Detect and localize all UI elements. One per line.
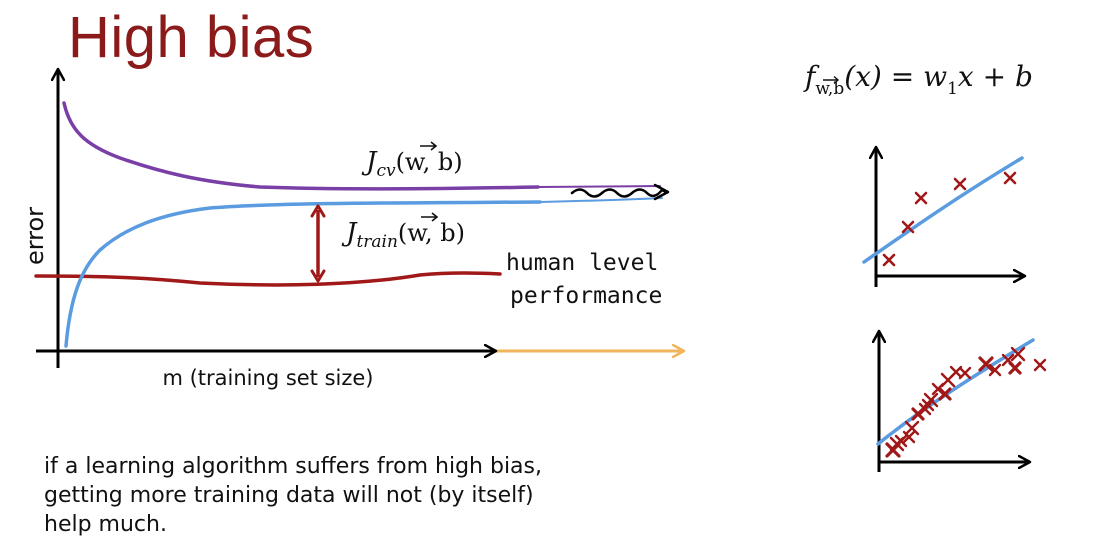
caption-line-3: help much. [44, 512, 167, 537]
human-level-label-line2: performance [510, 283, 662, 309]
y-axis-label: error [21, 207, 49, 265]
x-axis-label: m (training set size) [162, 366, 373, 390]
scatter-point-marker [958, 366, 972, 380]
model-formula: fw,b(x) = w1x + b [803, 60, 1033, 99]
scatter-point-marker [938, 387, 952, 401]
scatter-point-marker [978, 356, 994, 372]
scatter-point-marker [914, 191, 928, 205]
scatter-point-marker [882, 253, 896, 267]
scatter-point-marker [1003, 171, 1017, 185]
vector-arrow-over-w [421, 212, 439, 222]
slide-title: High bias [68, 5, 315, 70]
svg-text:Jcv(w, b): Jcv(w, b) [361, 147, 463, 181]
svg-text:Jtrain(w, b): Jtrain(w, b) [341, 218, 465, 252]
scatter-large-points [885, 346, 1047, 458]
caption-line-1: if a learning algorithm suffers from hig… [44, 454, 542, 479]
scatter-large-fit-line [876, 338, 1035, 446]
squiggle-arrowhead [653, 183, 670, 201]
scatter-point-marker [1008, 361, 1022, 375]
human-level-performance-curve [34, 271, 502, 287]
scatter-point-marker [1010, 346, 1026, 362]
scatter-small-fit-line [862, 156, 1024, 264]
jcv-curve-extension [537, 185, 661, 188]
jtrain-label: Jtrain(w, b) [341, 212, 465, 252]
scatter-point-marker [953, 177, 967, 191]
human-level-label-line1: human level [506, 250, 658, 276]
scatter-plot-small [862, 148, 1024, 287]
scatter-point-marker [988, 363, 1002, 377]
scatter-point-marker [921, 398, 935, 412]
scatter-plot-large [876, 332, 1047, 472]
scatter-point-marker [1033, 358, 1047, 372]
scatter-point-marker [889, 436, 905, 452]
jtrain-curve-extension [539, 197, 663, 203]
jcv-curve [62, 101, 540, 191]
scatter-small-points [882, 171, 1017, 267]
jcv-label: Jcv(w, b) [361, 141, 463, 181]
caption: if a learning algorithm suffers from hig… [44, 452, 764, 539]
scatter-point-marker [901, 220, 915, 234]
vector-arrow-over-w [420, 141, 438, 151]
learning-curve-plot: error m (training set size) Jcv(w, b) [21, 70, 683, 390]
scatter-point-marker [904, 420, 920, 436]
vector-arrow-over-formula-w [823, 75, 840, 85]
jtrain-curve [64, 200, 542, 348]
converging-squiggle-arrow [570, 188, 668, 198]
scatter-point-marker [911, 407, 925, 421]
caption-line-2: getting more training data will not (by … [44, 483, 534, 508]
